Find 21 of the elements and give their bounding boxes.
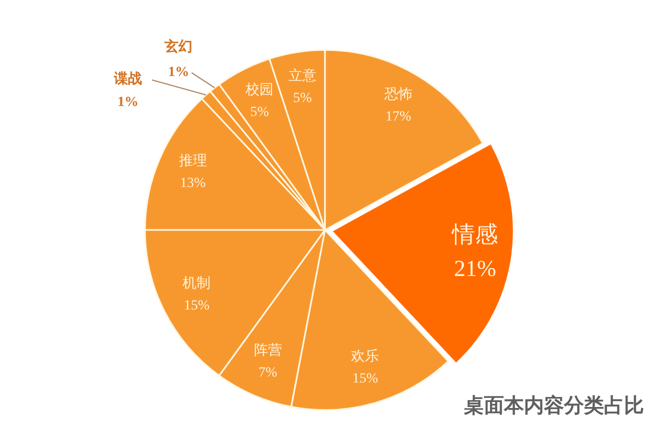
data-label: 1% bbox=[168, 64, 190, 80]
slice-label: 机制 bbox=[182, 276, 211, 292]
data-label: 21% bbox=[454, 256, 496, 282]
data-label: 7% bbox=[258, 365, 278, 380]
data-label: 15% bbox=[184, 298, 210, 314]
slice-label: 阵营 bbox=[254, 342, 282, 358]
slice-label: 恐怖 bbox=[383, 86, 412, 102]
slice-label: 推理 bbox=[178, 153, 207, 170]
data-label: 17% bbox=[385, 109, 412, 124]
data-label: 1% bbox=[117, 95, 138, 110]
slice-label: 情感 bbox=[451, 222, 498, 248]
slice-label: 谍战 bbox=[112, 71, 142, 88]
data-label: 5% bbox=[293, 90, 312, 106]
data-label: 13% bbox=[180, 176, 206, 192]
text: 桌面本内容分类占比 bbox=[463, 394, 644, 417]
slice-label: 立意 bbox=[288, 68, 316, 84]
data-label: 5% bbox=[250, 104, 270, 120]
data-label: 15% bbox=[352, 372, 378, 386]
slice-label: 欢乐 bbox=[351, 348, 380, 364]
slice-label: 玄幻 bbox=[164, 38, 193, 55]
slice-label: 校园 bbox=[244, 82, 274, 98]
